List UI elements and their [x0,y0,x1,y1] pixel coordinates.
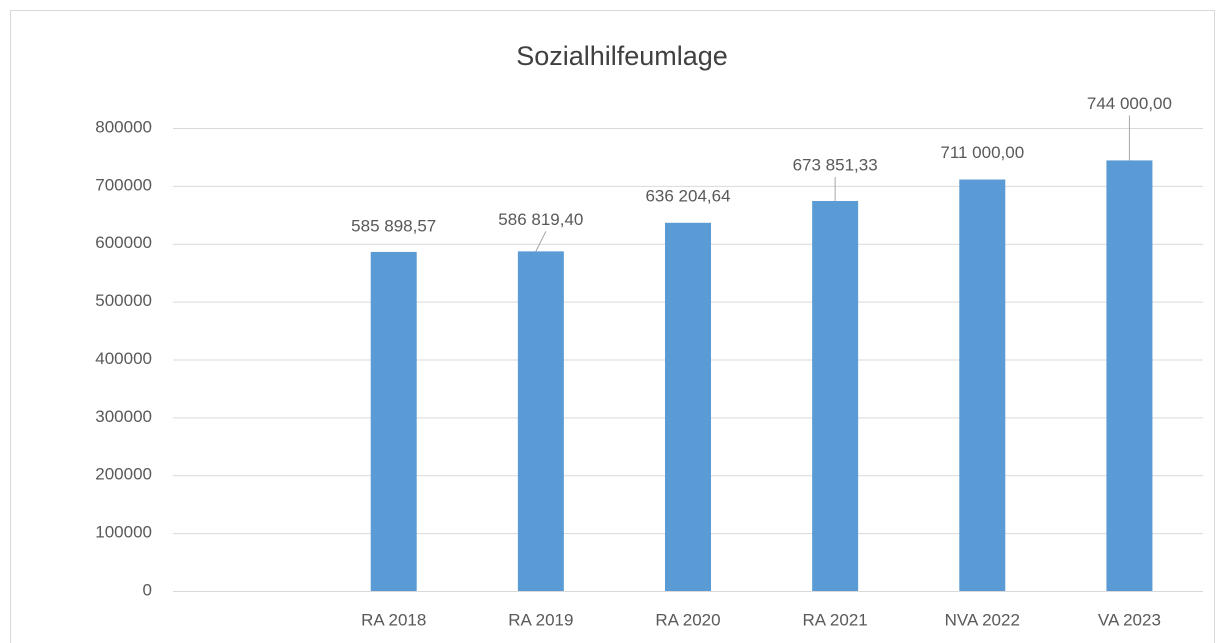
bar [665,222,711,591]
bar [812,201,859,591]
bar [959,179,1006,592]
y-tick-label: 600000 [95,233,152,252]
y-tick-label: 400000 [95,349,152,368]
y-tick-label: 100000 [95,523,152,542]
x-tick-label: RA 2021 [803,610,868,629]
y-tick-label: 0 [143,580,152,599]
bar [370,251,417,592]
y-tick-label: 200000 [95,465,152,484]
y-tick-label: 700000 [95,175,152,194]
value-label: 711 000,00 [940,143,1024,162]
y-tick-label: 800000 [95,117,152,136]
value-label: 586 819,40 [498,210,583,229]
chart-border [10,10,1215,643]
y-tick-label: 300000 [95,407,152,426]
x-tick-label: RA 2018 [361,610,426,629]
bar [517,251,564,591]
y-tick-label: 500000 [95,291,152,310]
x-tick-label: RA 2019 [508,610,573,629]
x-tick-label: NVA 2022 [945,610,1020,629]
value-label: 673 851,33 [793,155,878,174]
x-tick-label: RA 2020 [655,610,720,629]
x-tick-label: VA 2023 [1098,610,1161,629]
value-label: 585 898,57 [351,216,436,235]
value-label: 636 204,64 [645,186,730,205]
bar [1106,160,1153,591]
value-label: 744 000,00 [1087,94,1172,113]
chart-title: Sozialhilfeumlage [516,41,728,71]
leader-line [535,231,547,252]
